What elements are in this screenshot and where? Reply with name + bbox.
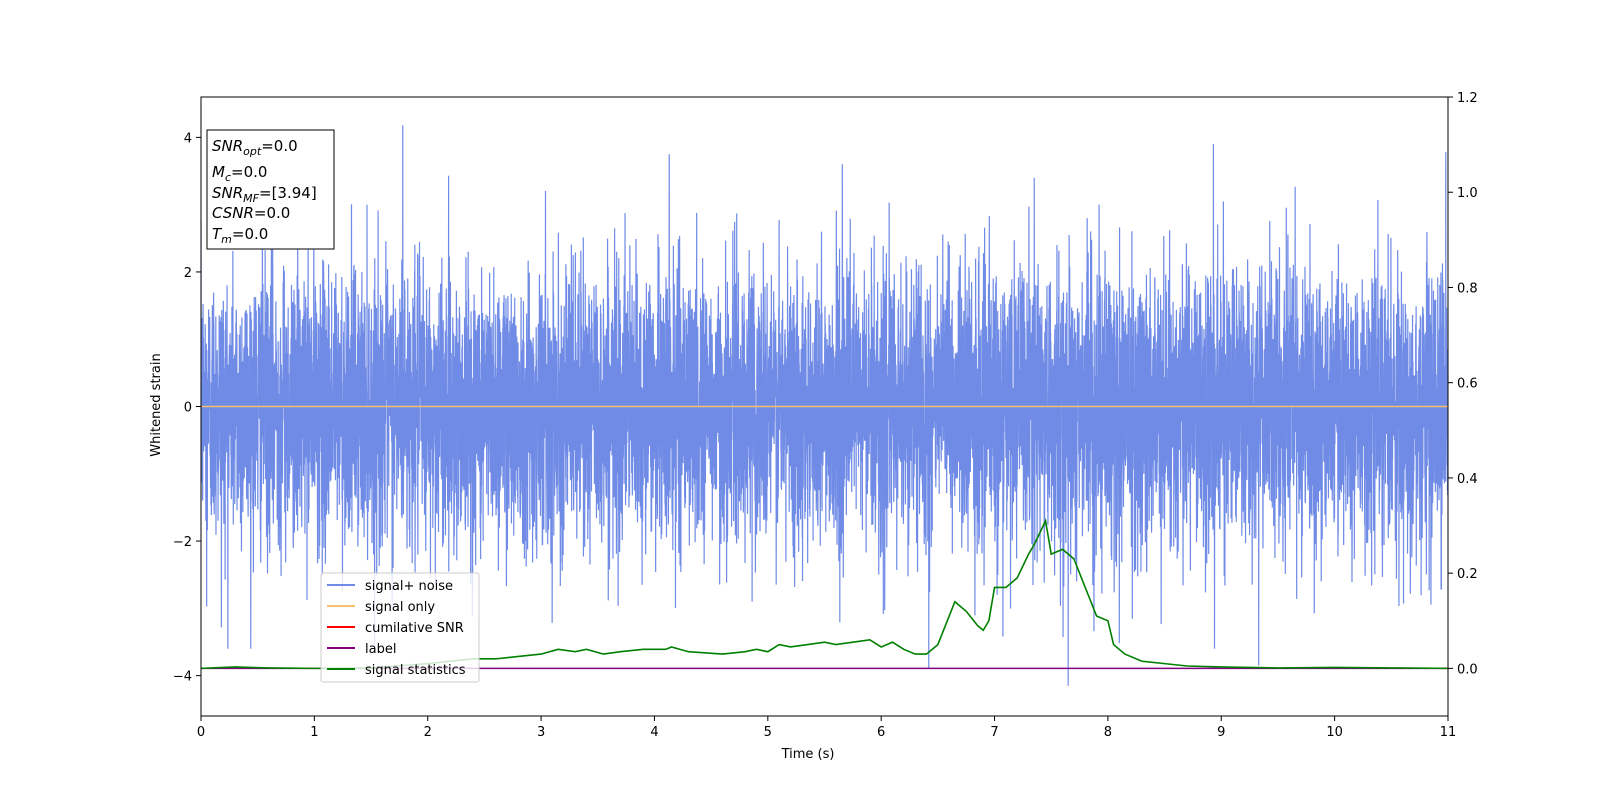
series-signal-noise	[201, 125, 1448, 686]
x-tick-label: 3	[537, 725, 545, 740]
mc-text: Mc=0.0	[212, 163, 267, 184]
series-signal-statistics	[201, 518, 1448, 670]
legend-label-signal-statistics: signal statistics	[365, 663, 466, 678]
x-tick-label: 8	[1104, 725, 1112, 740]
mc-value: =0.0	[231, 163, 267, 181]
snr-mf-text: SNRMF=[3.94]	[212, 184, 317, 205]
x-tick-label: 9	[1217, 725, 1225, 740]
x-tick-label: 4	[650, 725, 658, 740]
x-tick-label: 11	[1440, 725, 1457, 740]
x-tick-label: 2	[424, 725, 432, 740]
tm-value: =0.0	[232, 225, 268, 243]
x-axis-label: Time (s)	[781, 747, 835, 762]
legend: signal+ noise signal only cumilative SNR…	[320, 572, 480, 683]
csnr-value: =0.0	[254, 204, 290, 222]
y-right-tick-label: 0.6	[1457, 377, 1478, 392]
y-right-tick-label: 1.0	[1457, 186, 1478, 201]
snr-mf-value: =[3.94]	[259, 184, 317, 202]
x-tick-label: 7	[990, 725, 998, 740]
y-left-tick-label: −2	[173, 535, 192, 550]
csnr-text: CSNR=0.0	[212, 204, 290, 222]
tm-text: Tm=0.0	[212, 225, 268, 246]
snr-opt-value: =0.0	[261, 137, 297, 155]
x-tick-label: 6	[877, 725, 885, 740]
y-left-tick-label: 4	[184, 131, 192, 146]
y-axis-label: Whitened strain	[149, 353, 164, 456]
legend-label-signal-noise: signal+ noise	[365, 579, 453, 594]
x-tick-label: 5	[764, 725, 772, 740]
snr-opt-text: SNRopt=0.0	[212, 137, 298, 158]
y-right-tick-label: 0.8	[1457, 281, 1478, 296]
y-right-tick-label: 1.2	[1457, 91, 1478, 106]
y-right-tick-label: 0.0	[1457, 662, 1478, 677]
x-tick-label: 1	[310, 725, 318, 740]
legend-label-label: label	[365, 642, 396, 657]
x-tick-label: 10	[1326, 725, 1343, 740]
axes: 0 1 2 3 4 5 6 7 8 9 10 11 −4 −2 0 2 4 0.0 0.2 0.4 0.6 0.8 1.0 1…	[173, 91, 1478, 740]
x-tick-label: 0	[197, 725, 205, 740]
y-left-tick-label: 2	[184, 266, 192, 281]
y-right-tick-label: 0.4	[1457, 472, 1478, 487]
y-right-tick-label: 0.2	[1457, 567, 1478, 582]
y-left-tick-label: 0	[184, 401, 192, 416]
y-left-tick-label: −4	[173, 670, 192, 685]
legend-label-cumulative-snr: cumilative SNR	[365, 621, 464, 636]
info-box: SNRopt=0.0 Mc=0.0 SNRMF=[3.94] CSNR=0.0 …	[206, 129, 335, 250]
legend-label-signal-only: signal only	[365, 600, 435, 615]
